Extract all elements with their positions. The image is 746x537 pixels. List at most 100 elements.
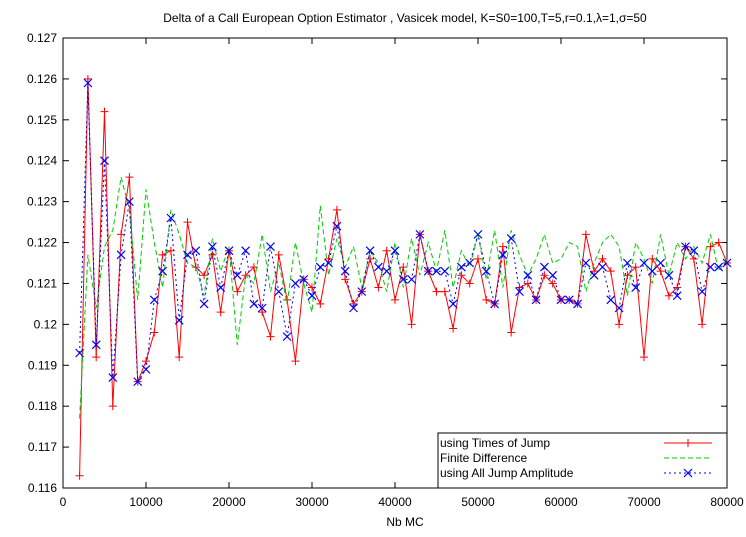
series-1-point	[183, 218, 192, 227]
series-1-point	[698, 320, 707, 329]
series-3-point	[606, 295, 616, 305]
series-1-point	[640, 353, 648, 362]
series-3-point	[315, 262, 325, 272]
y-tick-label: 0.119	[28, 358, 57, 372]
series-3-point	[207, 242, 217, 252]
series-1-point	[474, 254, 482, 263]
series-1-point	[366, 254, 375, 263]
series-3-point	[307, 291, 317, 301]
series-1-point	[200, 271, 209, 280]
x-tick-label: 10000	[129, 495, 163, 509]
series-3-point	[539, 262, 549, 272]
y-tick-label: 0.118	[28, 399, 57, 413]
series-3-point	[705, 262, 715, 272]
series-3-point	[216, 283, 226, 292]
chart-title: Delta of a Call European Option Estimato…	[163, 11, 647, 25]
series-3-point	[100, 156, 109, 166]
series-3-point	[490, 299, 500, 309]
legend-marker-sample	[684, 439, 692, 447]
series-1-point	[341, 275, 350, 284]
series-3-point	[257, 303, 267, 313]
series-3-point	[349, 303, 358, 313]
series-3-point	[174, 315, 184, 325]
y-tick-label: 0.127	[27, 31, 57, 45]
series-3-point	[440, 266, 450, 276]
series-3-point	[166, 213, 176, 223]
series-3-point	[432, 266, 441, 276]
series-3-point	[75, 348, 85, 358]
series-3-point	[473, 229, 483, 239]
x-tick-label: 60000	[544, 495, 578, 509]
legend-label: using Times of Jump	[440, 436, 550, 450]
series-1-point	[590, 267, 599, 276]
series-3-point	[124, 197, 134, 207]
series-3-point	[672, 291, 682, 301]
y-tick-label: 0.122	[27, 236, 57, 250]
series-1-point	[216, 308, 225, 317]
series-3-line	[79, 82, 728, 384]
series-3-point	[515, 287, 524, 297]
series-3-point	[531, 295, 541, 305]
series-1-point	[83, 74, 92, 83]
series-3-point	[191, 246, 201, 256]
series-3-point	[382, 266, 392, 276]
series-3-point	[116, 250, 126, 260]
series-1-point	[432, 287, 441, 296]
series-3-point	[456, 262, 466, 272]
series-1-point	[274, 250, 283, 259]
series-1-point	[540, 271, 549, 280]
series-3-point	[598, 262, 607, 272]
series-3-point	[498, 250, 508, 260]
series-3-point	[266, 242, 275, 252]
series-3-point	[332, 221, 342, 231]
series-3-point	[398, 274, 408, 284]
series-3-point	[232, 270, 242, 280]
y-tick-label: 0.116	[28, 481, 57, 495]
series-1-point	[150, 328, 159, 337]
series-3-point	[647, 266, 657, 276]
legend-box	[437, 432, 728, 489]
series-1-point	[548, 279, 557, 288]
y-tick-label: 0.125	[27, 113, 57, 127]
series-1-point	[291, 357, 300, 366]
series-3-point	[133, 377, 143, 387]
series-3-point	[664, 270, 674, 280]
x-tick-label: 40000	[378, 495, 412, 509]
series-1-point	[706, 242, 715, 251]
series-1-point	[108, 402, 117, 411]
series-3-point	[639, 258, 649, 268]
series-1-point	[391, 295, 399, 304]
series-3-point	[448, 299, 458, 309]
series-1-point	[482, 295, 491, 304]
series-1-point	[581, 230, 590, 239]
series-3-point	[199, 299, 209, 309]
series-3-point	[581, 258, 591, 268]
series-1-point	[498, 242, 507, 251]
y-tick-label: 0.124	[27, 154, 57, 168]
series-1-point	[100, 107, 109, 116]
series-3-point	[714, 262, 724, 272]
series-3-point	[656, 258, 666, 268]
series-3-point	[290, 279, 300, 288]
series-3-point	[564, 295, 574, 305]
series-3-point	[340, 266, 350, 276]
x-axis-label: Nb MC	[386, 515, 424, 529]
series-1-point	[266, 332, 275, 341]
x-tick-label: 70000	[627, 495, 661, 509]
series-3-point	[91, 340, 101, 350]
series-3-point	[722, 258, 732, 268]
series-1-point	[440, 287, 449, 296]
y-tick-label: 0.117	[28, 440, 57, 454]
y-tick-label: 0.123	[27, 195, 57, 209]
series-1-point	[382, 246, 391, 255]
series-3	[75, 78, 732, 387]
x-tick-label: 0	[60, 495, 67, 509]
legend-label: Finite Difference	[440, 451, 527, 465]
x-tick-label: 30000	[295, 495, 329, 509]
series-3-point	[299, 274, 309, 284]
series-1-point	[142, 357, 150, 366]
series-1-point	[623, 271, 632, 280]
series-2-line	[79, 176, 728, 419]
series-1-point	[324, 254, 333, 263]
series-1-point	[689, 254, 698, 263]
